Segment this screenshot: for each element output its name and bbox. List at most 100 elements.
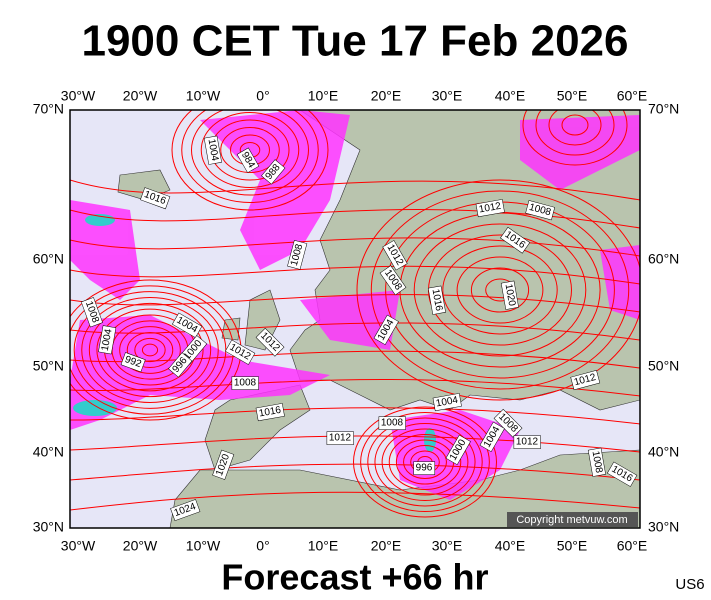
copyright: Copyright metvuw.com: [516, 514, 627, 526]
map-frame: [69, 109, 641, 529]
isobar-ring: [413, 223, 587, 357]
isobar-ring: [370, 190, 630, 390]
isobar-label: 1008: [231, 376, 259, 390]
longitude-label: 20°W: [123, 88, 158, 104]
longitude-label: 0°: [256, 88, 269, 104]
isobar-label-box: [98, 325, 117, 355]
isobar-ring: [81, 297, 219, 403]
longitude-label: 40°E: [495, 538, 526, 554]
isobar-label: 1020: [212, 449, 235, 480]
isobar-ring: [548, 110, 602, 146]
isobar-label-box: [170, 499, 201, 522]
isobar-label: 1012: [326, 431, 354, 445]
latitude-label: 60°N: [648, 251, 679, 267]
isobar-label: 1016: [427, 285, 446, 315]
isobar-ring: [374, 423, 476, 501]
isobar-ring: [181, 110, 319, 203]
longitude-label: 10°E: [308, 538, 339, 554]
isobar-ring: [442, 245, 558, 335]
longitude-label: 60°E: [617, 88, 648, 104]
isobar-label-text: 1008: [590, 450, 605, 474]
latitude-label: 70°N: [648, 101, 679, 117]
isobar-label-text: 1008: [381, 418, 404, 429]
latitude-label: 50°N: [33, 358, 64, 374]
longitude-label: 20°E: [371, 538, 402, 554]
latitude-label: 40°N: [33, 444, 64, 460]
longitude-label: 10°W: [186, 88, 221, 104]
isobar-label-box: [140, 187, 171, 210]
isobar-label-box: [432, 393, 462, 412]
isobar-label: 1016: [140, 187, 171, 210]
isobar-label-box: [427, 285, 446, 315]
isobar-label-text: 1016: [430, 288, 445, 312]
latitude-label: 30°N: [648, 519, 679, 535]
isobar-label-box: [382, 240, 408, 271]
isobar-label-text: 1004: [100, 328, 115, 352]
isobar-label-box: [203, 135, 222, 165]
longitude-label: 50°E: [557, 88, 588, 104]
isobar-ring: [367, 417, 483, 507]
longitude-label: 40°E: [495, 88, 526, 104]
latitude-label: 70°N: [33, 101, 64, 117]
isobar-label-text: 1004: [206, 138, 221, 162]
isobar-label-box: [80, 297, 103, 328]
isobar-ring: [353, 406, 497, 518]
isobar-label-box: [606, 461, 638, 487]
longitude-label: 30°E: [432, 88, 463, 104]
isobar-label: 1008: [525, 200, 556, 221]
isobar-ring: [200, 112, 300, 188]
isobar-ring: [171, 110, 329, 211]
isobar-ring: [356, 179, 640, 401]
isobar-label-text: 1012: [516, 437, 539, 448]
isobar-label-box: [513, 435, 541, 449]
isobar-label-box: [500, 280, 519, 310]
isobar-ring: [88, 302, 212, 398]
isobar-label: 1024: [170, 499, 201, 522]
isobar-label: 992: [120, 352, 146, 373]
isobar-label: 1008: [378, 416, 406, 430]
map-area: [70, 110, 640, 528]
longitude-label: 30°W: [61, 538, 96, 554]
isobar-ring: [96, 308, 204, 392]
isobar-label: 1008: [587, 447, 606, 477]
isobar-line: [70, 294, 640, 313]
longitude-label: 50°E: [557, 538, 588, 554]
isobar-line: [70, 322, 640, 341]
isobar-label-box: [326, 431, 354, 445]
isobar-label-box: [475, 199, 505, 218]
isobar-label-text: 1008: [234, 378, 257, 389]
longitude-label: 20°W: [123, 538, 158, 554]
isobar-label: 1012: [513, 435, 541, 449]
isobar-label: 1004: [432, 393, 462, 412]
isobar-line: [70, 407, 640, 425]
isobar-ring: [535, 110, 615, 156]
isobar-label: 1008: [80, 297, 103, 328]
isobar-ring: [220, 127, 280, 173]
isobar-label-box: [224, 339, 256, 365]
isobar-label-text: 1012: [478, 201, 502, 216]
isobar-label-box: [379, 265, 407, 296]
longitude-label: 0°: [256, 538, 269, 554]
longitude-label: 30°W: [61, 88, 96, 104]
isobar-label-box: [587, 447, 606, 477]
longitude-label: 10°W: [186, 538, 221, 554]
isobar-label-box: [168, 352, 193, 378]
isobar-label: 1004: [98, 325, 117, 355]
isobar-line: [70, 491, 640, 511]
longitude-label: 30°E: [432, 538, 463, 554]
isobar-ring: [522, 110, 628, 166]
isobar-ring: [456, 256, 544, 324]
isobar-line: [70, 379, 640, 397]
isobar-label: 984: [236, 147, 260, 173]
isobar-label-text: 1004: [435, 395, 459, 410]
isobar-label-box: [171, 312, 203, 338]
longitude-label: 20°E: [371, 88, 402, 104]
isobar-label: 1012: [475, 199, 505, 218]
isobar-label-text: 1016: [258, 405, 282, 420]
isobar-ring: [381, 428, 469, 496]
isobar-label-box: [479, 421, 505, 453]
longitude-label: 60°E: [617, 538, 648, 554]
isobar-label-box: [255, 327, 285, 357]
isobar-label: 1020: [500, 280, 519, 310]
